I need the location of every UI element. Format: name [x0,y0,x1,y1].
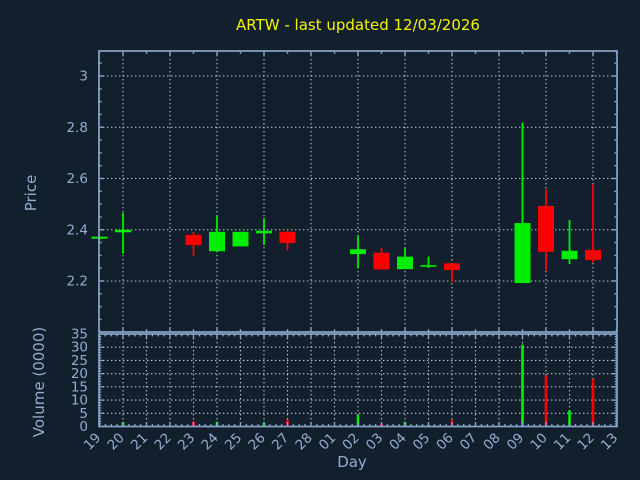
volume-tick-label: 20 [71,366,88,382]
candlestick-day-23 [185,231,202,256]
candle-body [420,265,437,267]
candlestick-day-02 [350,236,366,268]
candle-body [232,231,249,247]
axes [98,50,618,428]
chart-title: ARTW - last updated 12/03/2026 [236,16,480,34]
volume-tick-label: 0 [79,419,88,435]
candlestick-day-10 [538,189,554,271]
candlestick-day-03 [373,247,390,270]
candlestick-day-05 [420,256,437,268]
price-tick-label: 3 [79,69,88,85]
x-axis-label: Day [337,453,367,471]
candlestick-day-09 [514,122,531,284]
candle-body [209,231,225,252]
volume-tick-label: 15 [71,379,88,395]
candle-body [561,250,578,260]
candle-body [115,229,131,233]
price-tick-label: 2.8 [67,120,88,136]
candlestick-day-24 [209,215,225,252]
volume-tick-label: 30 [71,340,88,356]
candle-body [279,231,296,244]
candle-body [397,256,413,270]
volume-tick-label: 35 [71,327,88,343]
candle-body [185,234,202,246]
volume-axis-label: Volume (0000) [30,327,48,437]
candlestick-day-04 [397,248,413,270]
candle-body [256,230,272,234]
candle-body [538,205,554,252]
candlestick-day-06 [444,263,460,283]
candle-body [444,263,460,270]
candlestick-day-25 [232,231,249,247]
price-tick-label: 2.6 [67,171,88,187]
price-tick-label: 2.2 [67,274,88,290]
candle-body [373,252,390,270]
price-axis-label: Price [22,175,40,212]
volume-tick-label: 10 [71,393,88,409]
volume-tick-label: 5 [79,406,88,422]
price-tick-label: 2.4 [67,222,88,238]
candlestick-day-26 [256,218,272,246]
candlestick-day-20 [115,213,131,254]
volume-tick-label: 25 [71,353,88,369]
candle-body [350,249,366,255]
candle-body [585,249,601,260]
candle-body [514,223,531,284]
candlestick-day-27 [279,230,296,251]
candlestick-day-11 [561,220,578,265]
candlestick-day-12 [585,184,601,263]
